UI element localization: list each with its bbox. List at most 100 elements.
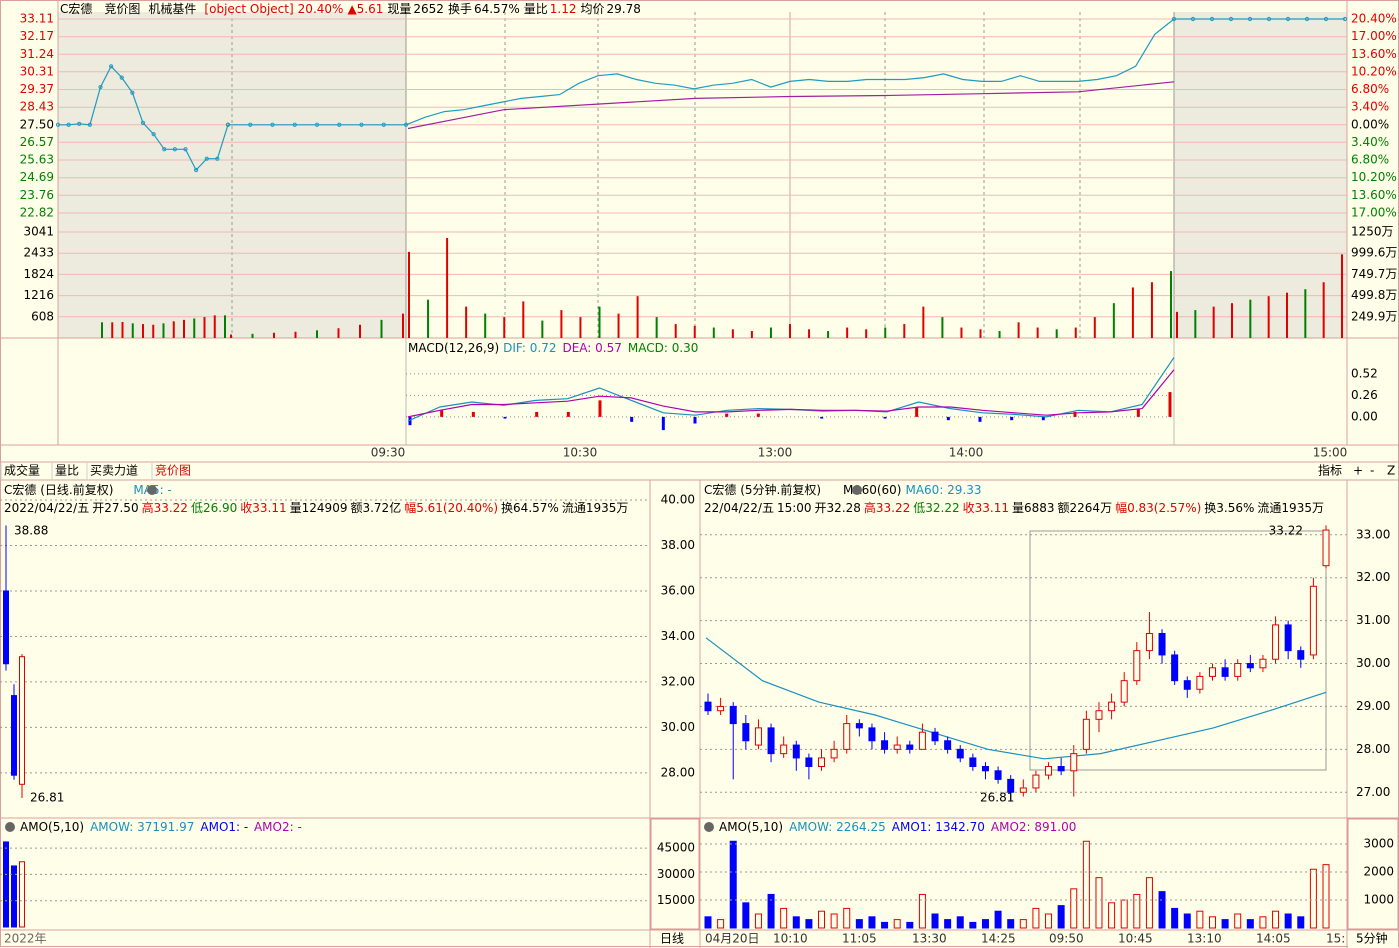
tick-label: 2433 — [23, 246, 54, 260]
amo-legend-part: AMOW: 37191.97 — [90, 820, 194, 834]
price-line-dot — [1342, 16, 1348, 22]
amo-bar — [1145, 877, 1153, 929]
tab[interactable]: 买卖力道 — [90, 464, 138, 478]
candle-body — [3, 590, 9, 665]
time-label: 09:30 — [371, 446, 406, 460]
tick-label: 26.57 — [20, 135, 54, 149]
tick-label: 22.82 — [20, 206, 54, 220]
price-line-dot — [55, 122, 61, 127]
price-line-dot — [1266, 16, 1272, 22]
tick-label: 27.50 — [20, 117, 54, 131]
candle-body — [1322, 529, 1330, 567]
price-line-dot — [1285, 16, 1291, 22]
price-line-dot — [1209, 16, 1215, 22]
tool-button[interactable]: Z — [1387, 464, 1395, 478]
amo-legend-part: AMO2: - — [254, 820, 302, 834]
tick-label: 29.00 — [1356, 699, 1390, 713]
tick-label: 27.00 — [1356, 785, 1390, 799]
amo-bar — [11, 865, 17, 928]
tick-label: 0.00 — [1351, 409, 1378, 423]
time-label: 04月20日 — [705, 932, 760, 946]
minute-title: C宏德 (5分钟.前复权) MA60(60) MA60: 29.33 — [704, 482, 982, 497]
candle-body — [906, 744, 914, 750]
tab[interactable]: 成交量 — [4, 463, 40, 478]
minute-info-part: 低32.22 — [913, 501, 959, 515]
candle-body — [893, 744, 901, 750]
candle-body — [704, 701, 712, 712]
daily-info-part: 额3.72亿 — [350, 500, 401, 515]
amo-bar — [1246, 919, 1254, 929]
candle-body — [19, 656, 25, 785]
candle-body — [1284, 624, 1292, 652]
header-part: 64.57% — [474, 2, 520, 16]
tick-label: 1000 — [1363, 893, 1394, 907]
price-line-dot — [151, 132, 156, 137]
amo-bar — [969, 921, 977, 929]
amo-bar — [717, 919, 725, 929]
price-line — [58, 65, 229, 172]
amo-bar — [19, 861, 25, 928]
price-line-dot — [359, 122, 364, 127]
tick-label: 1216 — [23, 288, 54, 302]
header-part: 2652 — [413, 2, 444, 16]
tick-label: 24.69 — [20, 170, 54, 184]
tick-label: 3.40% — [1351, 100, 1389, 114]
daily-info-part: 收33.11 — [240, 501, 286, 515]
minute-info: 22/04/22/五 15:00 开32.28 高33.22 低32.22 收33.11 量… — [704, 500, 1324, 515]
daily-info-part: 量124909 — [290, 501, 348, 515]
tick-label: 10.20% — [1351, 64, 1397, 78]
tick-label: 28.00 — [661, 765, 695, 779]
tick-label: 31.00 — [1356, 613, 1390, 627]
price-line-dot — [119, 75, 124, 80]
tool-button[interactable]: - — [1370, 464, 1374, 478]
tick-label: 28.00 — [1356, 742, 1390, 756]
candle-body — [742, 723, 750, 742]
amo-bar — [767, 893, 775, 929]
tick-label: 999.6万 — [1351, 246, 1397, 260]
price-line-dot — [1323, 16, 1329, 22]
amo-legend-part: AMOW: 2264.25 — [789, 820, 886, 834]
daily-info-part: 高33.22 — [142, 500, 188, 515]
amo-bar — [729, 840, 737, 929]
tool-button[interactable]: 指标 — [1318, 463, 1342, 478]
tool-button[interactable]: + — [1353, 464, 1363, 478]
amo-bar — [893, 919, 901, 929]
amo-bar — [1208, 916, 1216, 929]
price-line-dot — [98, 84, 103, 90]
daily-info-part: 开27.50 — [92, 501, 138, 515]
icon — [5, 822, 15, 832]
post-shade — [1174, 12, 1347, 338]
amo-bar — [1171, 907, 1179, 929]
daily-info: 2022/04/22/五 开27.50 高33.22 低26.90 收33.11 量124… — [4, 500, 628, 515]
price-line-dot — [183, 147, 188, 152]
amo-bar — [1019, 919, 1027, 929]
header-part: 20.40% — [298, 2, 344, 16]
candle-body — [1196, 675, 1204, 690]
header-part: 现量 — [387, 2, 411, 16]
tick-label: 6.80% — [1351, 82, 1389, 96]
amo-bar — [1095, 877, 1103, 929]
price-line-dot — [248, 122, 253, 127]
tick-label: 34.00 — [661, 629, 695, 643]
amo-axis-box — [650, 818, 700, 930]
candle-body — [1183, 680, 1191, 690]
time-label: 13:30 — [912, 932, 947, 946]
period-box — [1348, 931, 1398, 947]
amo-bar — [868, 916, 876, 929]
tick-label: 23.76 — [20, 188, 54, 202]
amo-bar — [918, 893, 926, 929]
minute-info-part: 15:00 — [777, 501, 812, 515]
header-part: 量比 — [524, 2, 548, 16]
amo-legend-part: AMO2: 891.00 — [991, 820, 1077, 834]
amo-axis-box — [1347, 818, 1399, 930]
tab[interactable]: 竞价图 — [155, 464, 191, 478]
amo-bar — [1196, 910, 1204, 929]
candle-body — [1133, 650, 1141, 682]
tick-label: 32.17 — [20, 29, 54, 43]
tick-label: 36.00 — [661, 583, 695, 597]
candle-body — [1032, 774, 1040, 789]
amo-bar — [1259, 916, 1267, 929]
tab[interactable]: 量比 — [55, 464, 79, 478]
candle-body — [818, 757, 826, 768]
